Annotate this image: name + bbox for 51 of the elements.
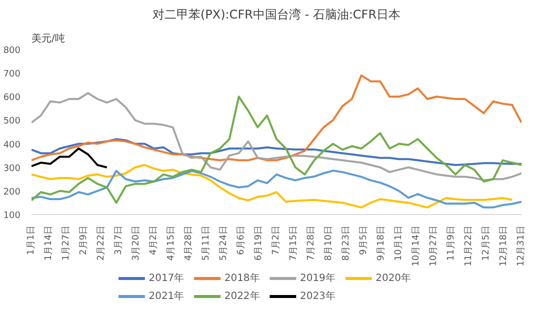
x-tick-label: 4月2日 — [149, 226, 159, 255]
y-axis-title: 美元/吨 — [32, 32, 65, 44]
x-tick-label: 5月24日 — [219, 225, 229, 261]
y-tick-label: 500 — [3, 116, 21, 127]
line-series — [32, 138, 522, 166]
line-series — [32, 74, 522, 162]
y-tick-label: 100 — [3, 211, 21, 221]
x-tick-label: 6月19日 — [254, 225, 264, 261]
x-tick-label: 4月15日 — [166, 225, 176, 261]
x-tick-label: 3月7日 — [114, 226, 124, 255]
x-tick-label: 10月27日 — [429, 226, 439, 266]
y-tick-label: 400 — [3, 140, 21, 150]
legend-label: 2023年 — [300, 290, 336, 302]
chart-title: 对二甲苯(PX):CFR中国台湾 - 石脑油:CFR日本 — [152, 8, 401, 22]
x-tick-label: 4月28日 — [184, 225, 194, 261]
x-tick-label: 12月5日 — [482, 225, 492, 261]
y-tick-label: 600 — [3, 93, 21, 104]
legend-label: 2017年 — [148, 272, 184, 284]
x-tick-label: 1月1日 — [26, 226, 36, 255]
y-tick-label: 200 — [3, 187, 21, 198]
y-tick-label: 700 — [3, 70, 21, 80]
x-tick-label: 1月14日 — [44, 225, 54, 261]
x-tick-label: 7月28日 — [306, 225, 316, 261]
x-tick-label: 7月15日 — [289, 225, 299, 261]
x-tick-label: 8月23日 — [342, 225, 352, 261]
legend-label: 2019年 — [300, 272, 336, 284]
x-tick-label: 6月6日 — [236, 226, 246, 255]
x-tick-label: 2月22日 — [96, 225, 106, 261]
x-tick-label: 12月18日 — [499, 226, 509, 266]
line-series — [32, 96, 522, 204]
y-tick-label: 300 — [3, 164, 21, 174]
x-tick-label: 11月22日 — [464, 226, 474, 266]
x-tick-label: 9月18日 — [376, 225, 386, 261]
x-tick-label: 9月5日 — [359, 226, 369, 255]
legend-label: 2020年 — [376, 272, 412, 284]
x-tick-label: 11月9日 — [446, 225, 456, 261]
x-tick-label: 10月14日 — [412, 226, 422, 266]
y-tick-label: 800 — [3, 46, 21, 56]
x-tick-label: 8月10日 — [324, 225, 334, 261]
x-tick-label: 7月2日 — [272, 226, 282, 255]
x-tick-label: 3月20日 — [132, 225, 142, 261]
x-tick-label: 10月1日 — [394, 225, 404, 261]
line-series — [32, 92, 522, 182]
x-tick-label: 1月27日 — [62, 225, 72, 261]
line-series — [32, 148, 108, 168]
legend-label: 2018年 — [224, 272, 260, 284]
x-tick-label: 2月9日 — [79, 226, 89, 255]
legend-label: 2021年 — [148, 290, 184, 302]
legend-label: 2022年 — [224, 290, 260, 302]
x-tick-label: 5月11日 — [202, 225, 212, 261]
x-tick-label: 12月31日 — [516, 226, 526, 266]
